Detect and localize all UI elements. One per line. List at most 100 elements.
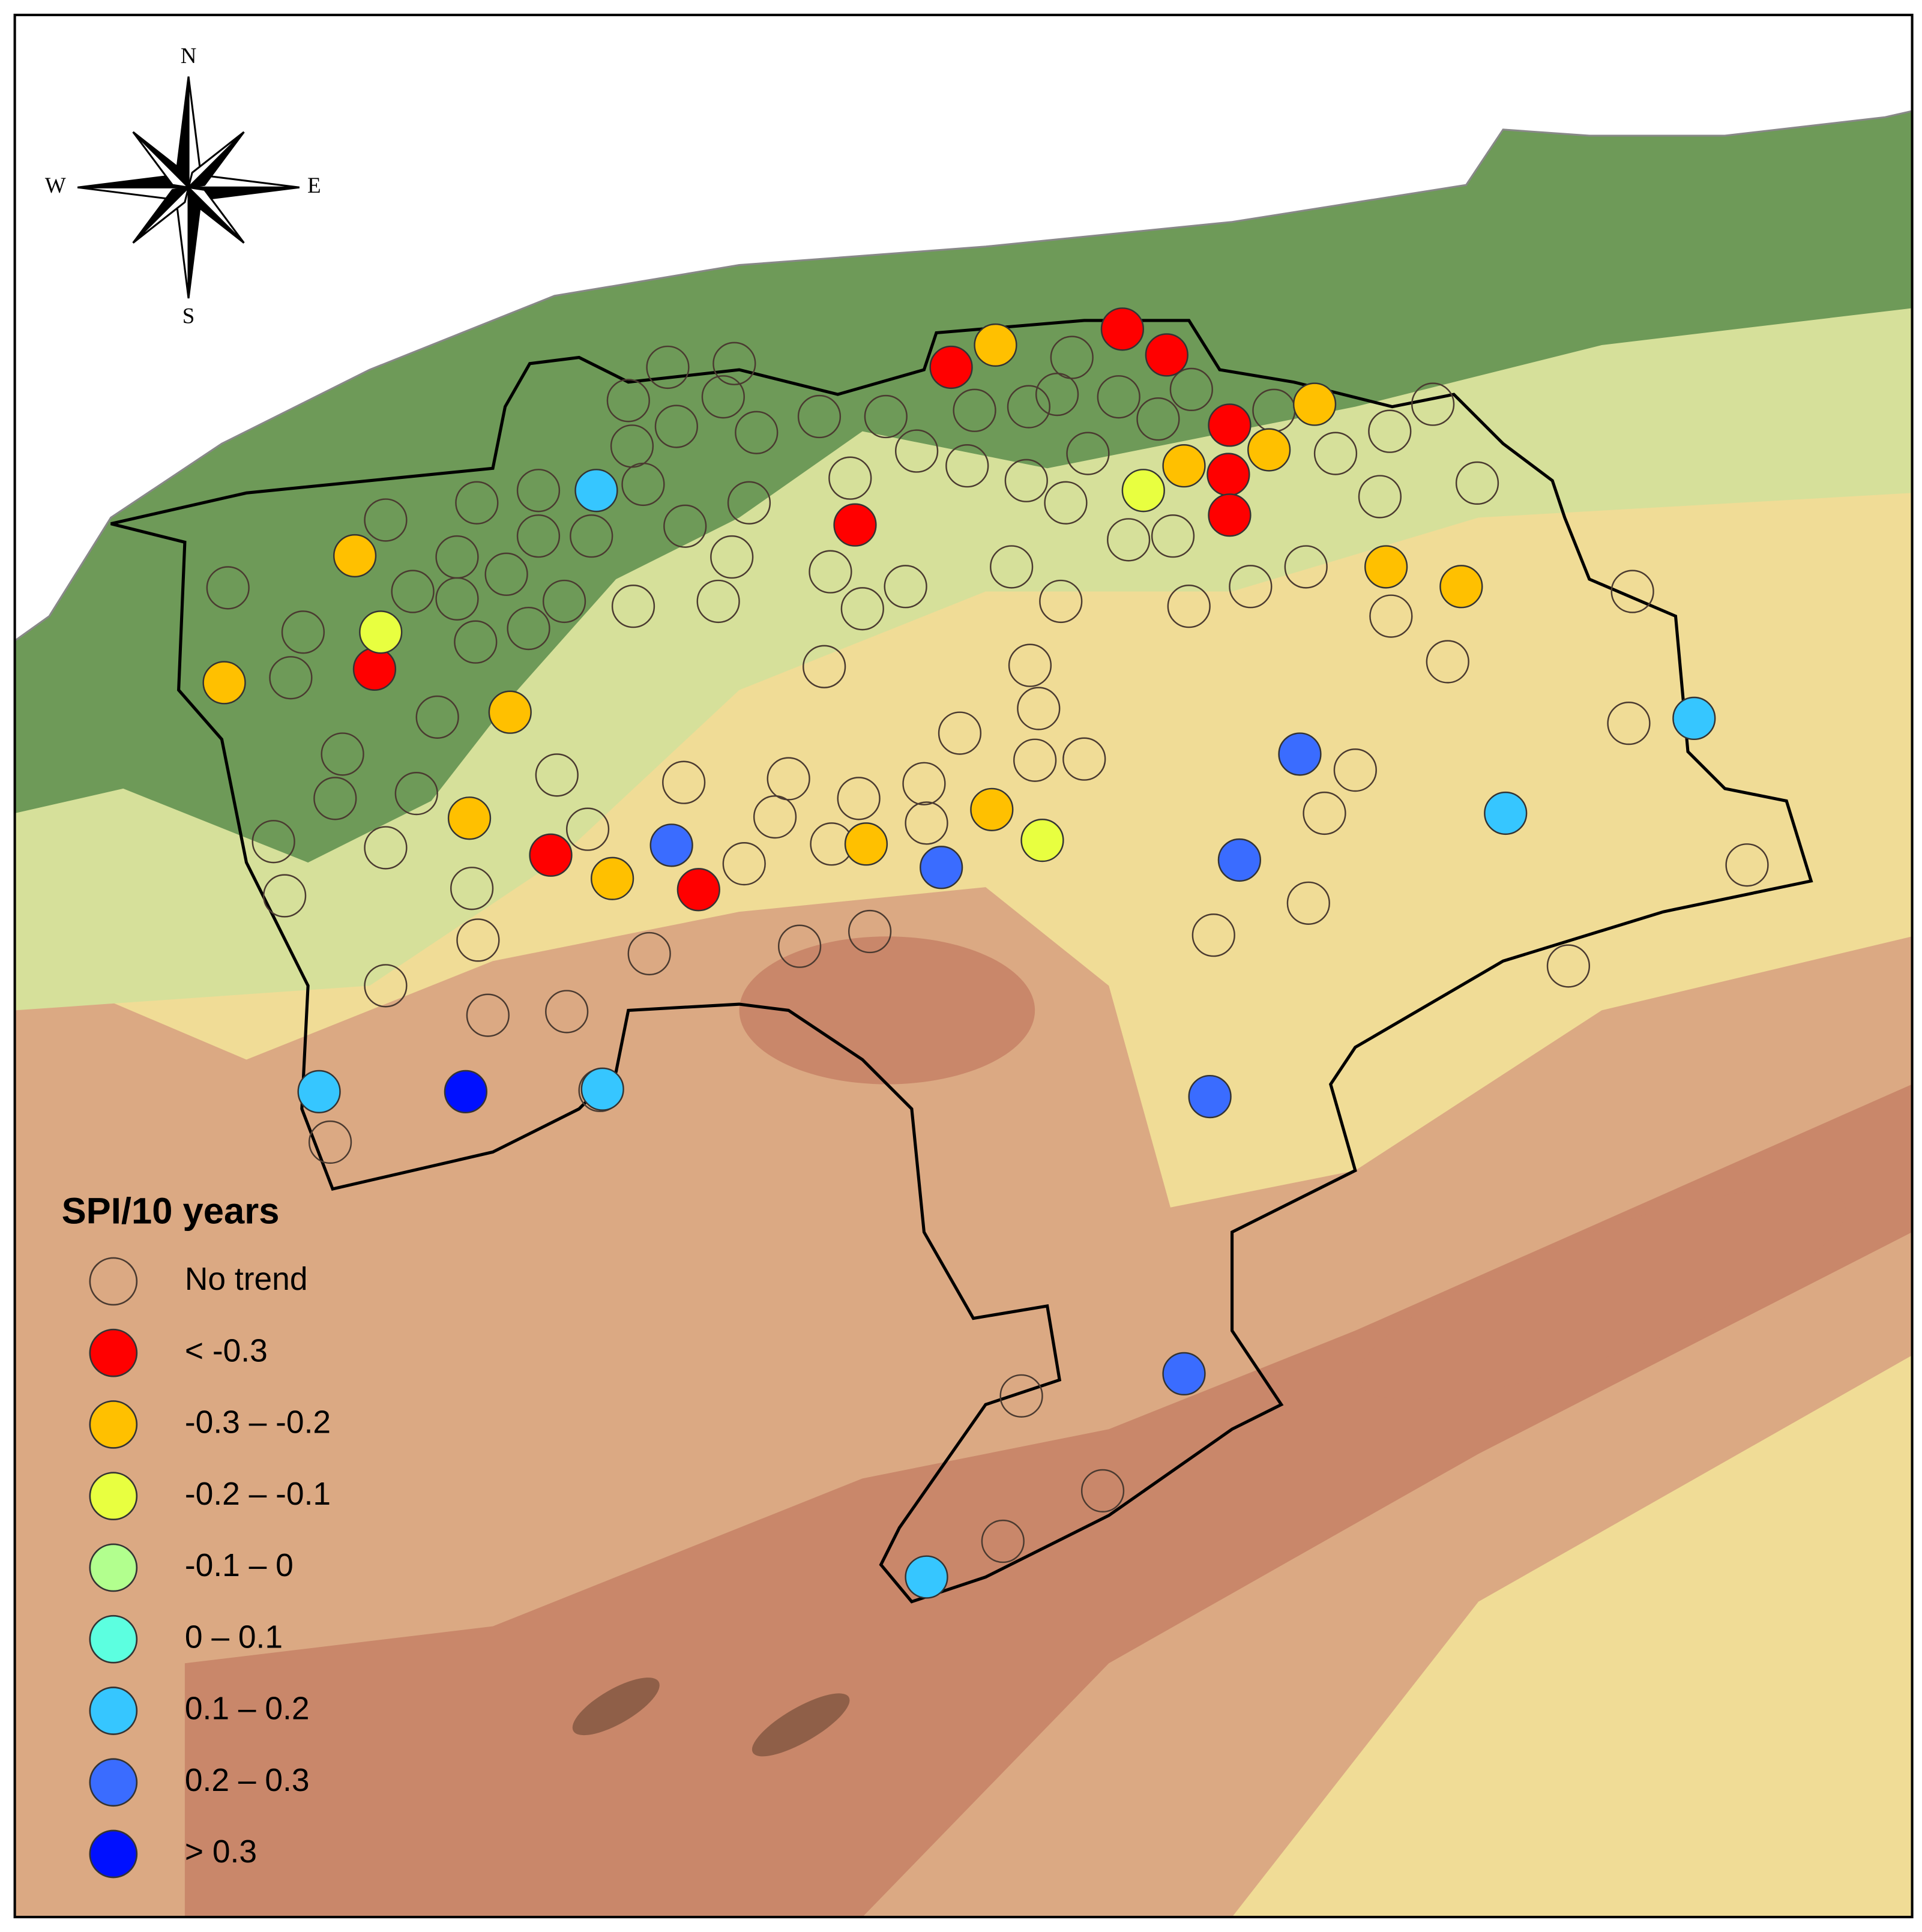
station: [981, 1519, 1025, 1563]
station: [844, 822, 888, 866]
station: [1247, 428, 1291, 472]
stations: [202, 307, 1769, 1599]
station: [364, 964, 408, 1008]
station: [945, 444, 989, 488]
station: [803, 645, 846, 688]
station: [1333, 748, 1377, 792]
station: [516, 514, 561, 558]
station: [1188, 1074, 1232, 1119]
station: [352, 647, 397, 691]
compass-n: N: [181, 43, 197, 68]
station: [1672, 696, 1716, 741]
station: [1097, 375, 1140, 419]
station: [1020, 819, 1064, 862]
legend-label: 0 – 0.1: [185, 1619, 283, 1655]
station: [1411, 382, 1455, 426]
station: [1013, 738, 1057, 782]
station: [269, 656, 313, 700]
legend-symbol: [89, 1328, 138, 1377]
station: [394, 772, 438, 816]
station: [450, 867, 494, 910]
station: [864, 394, 908, 439]
legend-symbol: [89, 1400, 138, 1449]
compass-e: E: [307, 173, 321, 197]
station: [701, 375, 745, 419]
station: [809, 550, 852, 594]
station: [905, 801, 948, 845]
station: [1066, 432, 1110, 475]
station: [252, 820, 295, 864]
station: [516, 469, 561, 513]
station: [767, 757, 810, 801]
station: [1364, 545, 1408, 589]
station: [545, 990, 589, 1034]
station: [611, 585, 655, 628]
legend-label: No trend: [185, 1262, 308, 1297]
station: [1368, 409, 1412, 453]
station: [953, 388, 996, 432]
legend-symbol: [89, 1687, 138, 1735]
station: [606, 379, 650, 423]
station: [364, 826, 408, 870]
station: [1284, 545, 1328, 589]
station: [1121, 469, 1165, 513]
legend-symbol: [89, 1758, 138, 1807]
compass-s: S: [182, 303, 195, 328]
station: [884, 565, 927, 609]
station: [662, 760, 706, 804]
station: [646, 345, 690, 390]
station: [391, 570, 435, 613]
station: [1080, 1469, 1125, 1513]
station: [974, 323, 1017, 367]
station: [1439, 565, 1483, 609]
compass-rose: [77, 76, 300, 299]
station: [753, 795, 797, 839]
station: [1191, 913, 1235, 957]
station: [696, 579, 740, 624]
station: [1008, 643, 1052, 687]
station: [590, 856, 634, 900]
station: [1303, 791, 1346, 835]
station: [1050, 336, 1094, 379]
station: [894, 429, 939, 473]
station: [828, 456, 872, 500]
station: [1162, 1352, 1206, 1396]
station: [202, 661, 246, 705]
legend-label: -0.2 – -0.1: [185, 1476, 331, 1512]
station: [920, 846, 963, 889]
station: [621, 462, 665, 507]
station: [542, 579, 586, 624]
station: [1100, 307, 1145, 351]
station: [333, 534, 377, 578]
station: [435, 577, 479, 621]
station: [321, 732, 364, 776]
station: [735, 411, 779, 454]
legend-label: < -0.3: [185, 1333, 268, 1368]
station: [529, 833, 573, 877]
station: [281, 610, 325, 654]
station: [999, 1374, 1043, 1418]
station: [535, 753, 579, 797]
station: [1017, 687, 1061, 730]
legend-symbol: [89, 1543, 138, 1592]
station: [455, 481, 499, 525]
station: [574, 469, 618, 513]
station: [902, 762, 946, 805]
station: [905, 1555, 948, 1599]
station: [1358, 475, 1402, 519]
station: [938, 711, 982, 755]
station: [308, 1120, 352, 1164]
station: [627, 931, 671, 976]
station: [297, 1070, 341, 1113]
station: [663, 504, 707, 548]
legend-label: -0.3 – -0.2: [185, 1405, 331, 1440]
station: [466, 993, 510, 1037]
station: [507, 606, 550, 651]
station: [263, 874, 307, 918]
legend-title: SPI/10 years: [62, 1190, 280, 1232]
station: [1151, 514, 1195, 558]
station: [970, 787, 1014, 831]
compass-w: W: [45, 173, 66, 197]
station: [1217, 838, 1262, 882]
